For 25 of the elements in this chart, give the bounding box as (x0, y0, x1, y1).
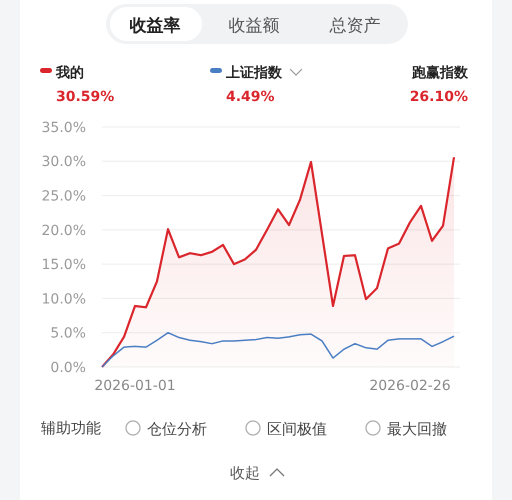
text: 收益率 (130, 16, 180, 36)
text: 收益额 (228, 16, 280, 36)
y-tick-label: 20.0% (42, 222, 86, 239)
text: 总资产 (328, 16, 380, 36)
y-tick-label: 0.0% (50, 360, 86, 376)
legend-label: 上证指数 (225, 65, 283, 81)
legend-label: 我的 (55, 65, 84, 81)
text: 区间极值 (267, 420, 327, 438)
text: 收起 (230, 464, 260, 482)
y-tick-label: 5.0% (50, 326, 86, 342)
x-tick-label: 2026-02-26 (369, 378, 451, 394)
text: 跑赢指数 (411, 64, 469, 81)
text: 仓位分析 (147, 420, 207, 438)
text: 4.49% (226, 89, 275, 105)
x-tick-label: 2026-01-01 (94, 378, 176, 394)
y-tick-label: 10.0% (42, 291, 86, 308)
y-tick-label: 15.0% (42, 257, 86, 274)
text: 辅助功能 (41, 419, 101, 437)
y-tick-label: 25.0% (42, 188, 86, 204)
y-tick-label: 35.0% (42, 120, 86, 136)
text: 最大回撤 (387, 420, 447, 438)
text: 26.10% (410, 89, 468, 105)
y-tick-label: 30.0% (42, 154, 86, 170)
text: 30.59% (56, 89, 114, 105)
line-series (101, 332, 455, 368)
